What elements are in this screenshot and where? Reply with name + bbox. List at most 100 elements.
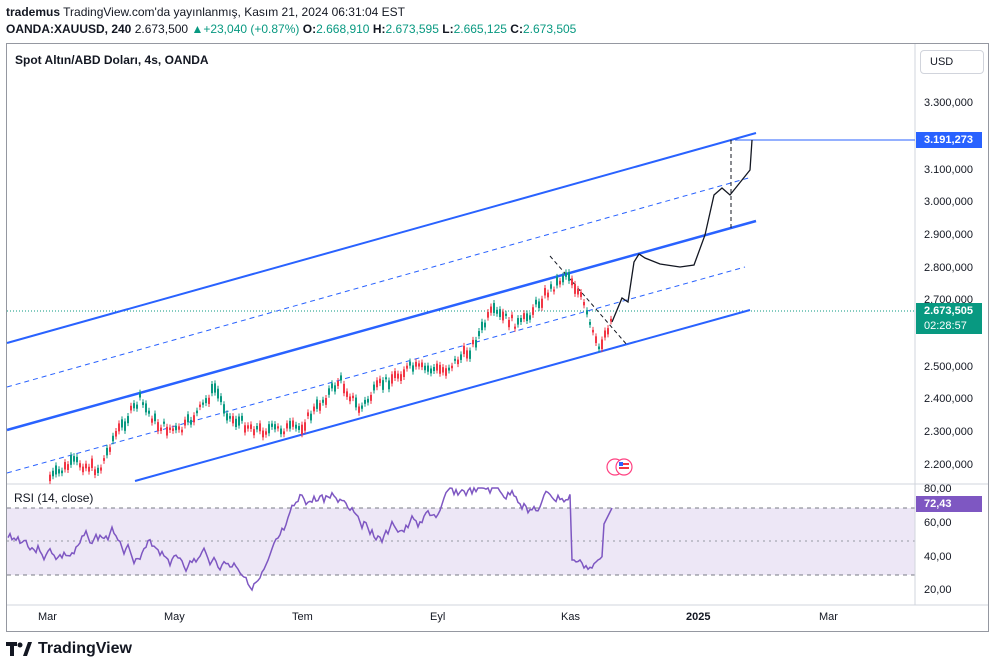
- candle-body: [280, 428, 282, 435]
- rsi-line: [7, 486, 613, 592]
- rsi-tick: 40,00: [924, 551, 952, 563]
- candle-body: [253, 429, 255, 436]
- projection-path: [611, 139, 753, 323]
- candle-body: [193, 415, 195, 423]
- rsi-tick: 60,00: [924, 517, 952, 529]
- time-tick: Mar: [819, 611, 838, 623]
- candle-body: [226, 413, 228, 421]
- candle-body: [523, 313, 525, 320]
- candle-body: [160, 427, 162, 431]
- channel-lower-mid-line: [6, 266, 746, 474]
- candle-body: [220, 396, 222, 403]
- candle-body: [244, 425, 246, 433]
- candle-body: [343, 383, 345, 394]
- candle-body: [148, 410, 150, 414]
- candle-body: [532, 307, 534, 315]
- candle-body: [61, 470, 63, 474]
- currency-button[interactable]: USD: [920, 50, 984, 74]
- time-tick: May: [164, 611, 185, 623]
- candle-body: [535, 299, 537, 305]
- price-tick: 2.800,000: [924, 262, 973, 274]
- candle-body: [364, 399, 366, 404]
- candle-body: [454, 358, 456, 361]
- candle-body: [94, 469, 96, 476]
- low-value: 2.665,125: [453, 22, 507, 36]
- candle-body: [562, 275, 564, 283]
- candle-body: [550, 284, 552, 289]
- candle-body: [526, 313, 528, 322]
- candle-body: [184, 419, 186, 426]
- candle-body: [292, 420, 294, 427]
- candle-body: [478, 331, 480, 337]
- candle-body: [262, 430, 264, 438]
- candle-body: [511, 314, 513, 319]
- candle-body: [508, 319, 510, 328]
- candle-body: [196, 410, 198, 414]
- time-tick: 2025: [686, 611, 711, 623]
- candle-body: [241, 415, 243, 421]
- candle-body: [541, 298, 543, 308]
- candle-body: [400, 374, 402, 381]
- publish-info: trademus TradingView.com'da yayınlanmış,…: [6, 5, 405, 19]
- candle-body: [448, 367, 450, 371]
- candle-body: [424, 365, 426, 371]
- price-change: +23,040 (+0.87%): [203, 22, 300, 36]
- candle-body: [277, 426, 279, 429]
- candle-body: [409, 361, 411, 366]
- candle-body: [130, 405, 132, 411]
- candle-body: [598, 346, 600, 350]
- chart-frame: [6, 43, 989, 632]
- channel-upper-mid-line: [6, 176, 753, 388]
- candle-body: [517, 318, 519, 325]
- candle-body: [88, 466, 90, 472]
- candle-body: [229, 416, 231, 419]
- time-tick: Eyl: [430, 611, 446, 623]
- trend-dashed-line: [549, 255, 629, 347]
- candle-body: [394, 371, 396, 379]
- candle-body: [529, 315, 531, 320]
- candle-body: [187, 414, 189, 423]
- candle-body: [565, 272, 567, 277]
- candle-body: [412, 365, 414, 372]
- price-tick: 2.400,000: [924, 393, 973, 405]
- candle-body: [505, 313, 507, 316]
- symbol-info: OANDA:XAUUSD, 240 2.673,500 ▲+23,040 (+0…: [6, 22, 576, 36]
- candle-body: [346, 391, 348, 397]
- candle-body: [385, 377, 387, 380]
- candle-body: [217, 388, 219, 399]
- candle-body: [553, 289, 555, 292]
- candle-body: [85, 463, 87, 469]
- candle-body: [496, 309, 498, 314]
- candle-body: [337, 380, 339, 387]
- publisher-name: trademus: [6, 5, 61, 19]
- candle-body: [370, 394, 372, 401]
- candle-body: [58, 469, 60, 474]
- footer-brand[interactable]: TradingView: [6, 640, 132, 658]
- candle-body: [610, 318, 612, 322]
- candle-body: [259, 423, 261, 432]
- candle-body: [115, 431, 117, 437]
- candle-body: [82, 466, 84, 473]
- candle-body: [520, 317, 522, 323]
- brand-name: TradingView: [38, 640, 132, 657]
- price-tick: 3.300,000: [924, 97, 973, 109]
- candle-body: [175, 425, 177, 431]
- candle-body: [235, 418, 237, 428]
- candle-body: [577, 288, 579, 295]
- candle-body: [379, 378, 381, 384]
- price-tick: 2.500,000: [924, 361, 973, 373]
- candle-body: [601, 339, 603, 350]
- candle-body: [475, 339, 477, 348]
- candle-body: [295, 424, 297, 429]
- candle-body: [178, 426, 180, 430]
- candle-body: [97, 467, 99, 473]
- time-tick: Tem: [292, 611, 313, 623]
- candle-body: [352, 395, 354, 399]
- candle-body: [388, 380, 390, 390]
- candle-body: [331, 383, 333, 389]
- candle-body: [574, 283, 576, 294]
- candle-body: [349, 396, 351, 402]
- candle-body: [436, 363, 438, 371]
- candle-body: [199, 404, 201, 408]
